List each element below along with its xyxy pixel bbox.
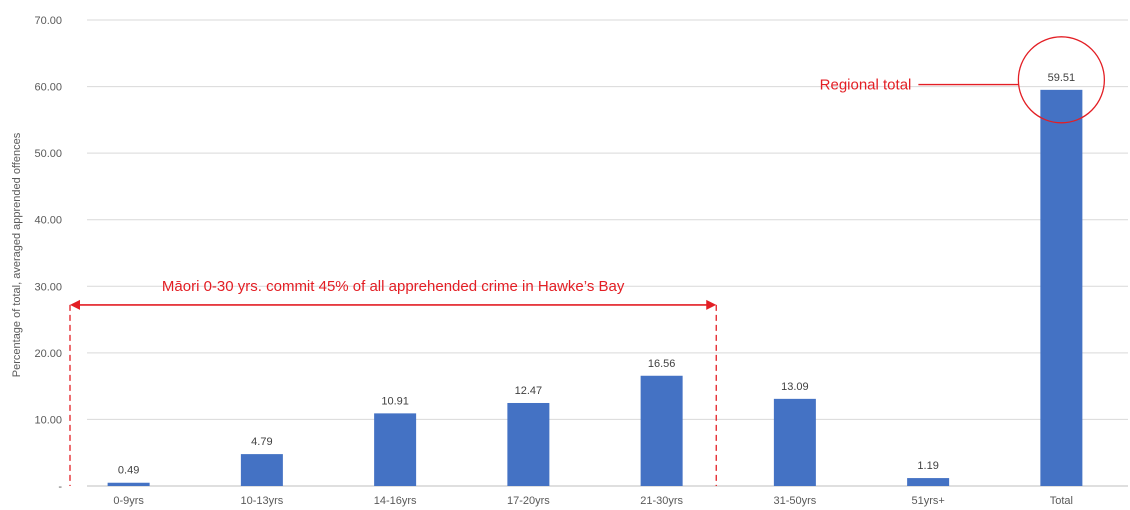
data-labels: 0.49 4.79 10.91 12.47 16.56 13.09 1.19 59.51 — [118, 72, 1075, 477]
y-axis-label: Percentage of total, averaged apprended … — [11, 132, 23, 377]
bar — [1040, 89, 1083, 486]
y-tick-label: 60.00 — [34, 82, 62, 94]
y-tick-label: 70.00 — [34, 15, 62, 27]
bracket-arrowhead-left — [70, 299, 80, 310]
gridlines — [87, 19, 1128, 487]
regional-total-callout: Regional total — [820, 36, 1106, 124]
bar — [374, 413, 417, 486]
bar — [107, 482, 150, 486]
data-label: 13.09 — [781, 381, 809, 393]
y-tick-label: 10.00 — [34, 414, 62, 426]
x-tick-label: 51yrs+ — [911, 495, 944, 507]
callout-circle — [1017, 36, 1106, 124]
y-axis-ticks: - 10.00 20.00 30.00 40.00 50.00 60.00 70.00 — [34, 15, 62, 493]
bar — [640, 375, 683, 486]
x-tick-label: 0-9yrs — [113, 495, 144, 507]
x-tick-label: 31-50yrs — [773, 495, 816, 507]
age-bracket-annotation: Māori 0-30 yrs. commit 45% of all appreh… — [69, 278, 717, 486]
bar — [507, 402, 550, 486]
bar — [240, 454, 283, 486]
bracket-annotation-text: Māori 0-30 yrs. commit 45% of all appreh… — [162, 278, 625, 295]
y-tick-label: 20.00 — [34, 348, 62, 360]
x-tick-label: Total — [1050, 495, 1073, 507]
data-label: 16.56 — [648, 358, 676, 370]
x-axis-ticks: 0-9yrs 10-13yrs 14-16yrs 17-20yrs 21-30yrs 31… — [113, 495, 1073, 507]
bars — [107, 89, 1083, 486]
x-tick-label: 17-20yrs — [507, 495, 550, 507]
data-label: 12.47 — [515, 385, 543, 397]
data-label: 59.51 — [1048, 72, 1076, 84]
data-label: 1.19 — [917, 460, 938, 472]
x-tick-label: 10-13yrs — [240, 495, 283, 507]
bar — [907, 478, 950, 486]
x-tick-label: 21-30yrs — [640, 495, 683, 507]
data-label: 10.91 — [381, 395, 409, 407]
data-label: 4.79 — [251, 436, 272, 448]
callout-text: Regional total — [820, 77, 912, 94]
y-tick-label: 30.00 — [34, 281, 62, 293]
y-tick-label: 40.00 — [34, 215, 62, 227]
y-tick-label: 50.00 — [34, 148, 62, 160]
x-tick-label: 14-16yrs — [374, 495, 417, 507]
bar — [773, 398, 816, 486]
data-label: 0.49 — [118, 465, 139, 477]
bracket-arrowhead-right — [706, 299, 717, 310]
y-tick-label: - — [58, 481, 62, 493]
